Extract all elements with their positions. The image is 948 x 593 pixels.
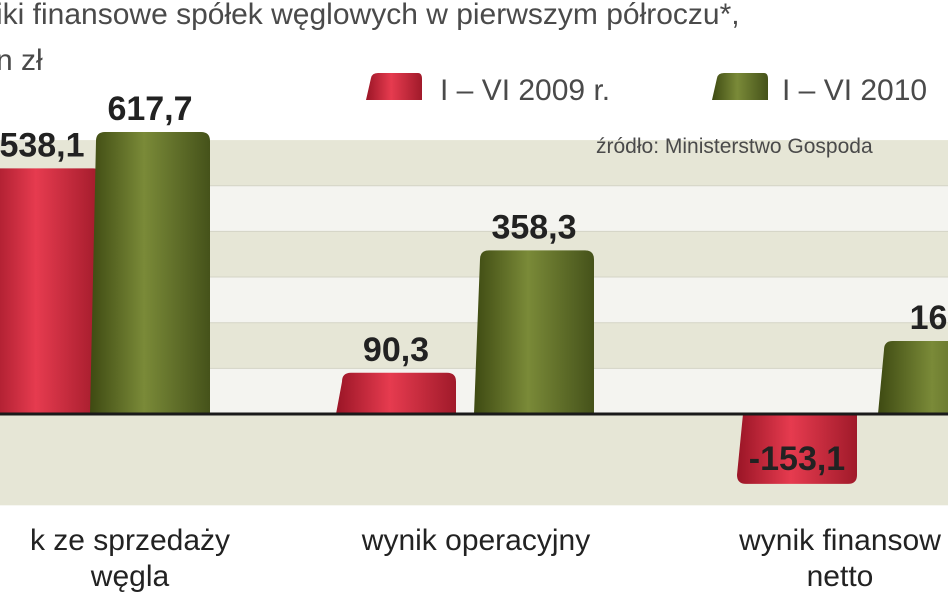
value-label: 358,3	[491, 208, 576, 246]
bar-2010-2	[878, 340, 948, 414]
legend-swatch-2010	[712, 73, 768, 100]
value-label: 160	[910, 299, 948, 337]
bar-2009-2	[737, 414, 857, 484]
value-label: 90,3	[363, 331, 429, 369]
bar-2010-1	[474, 250, 594, 414]
value-label: -153,1	[749, 440, 845, 478]
category-label: wynik operacyjny	[361, 524, 590, 557]
category-label: wynik finansow	[738, 524, 941, 557]
chart-subtitle: n zł	[0, 44, 43, 77]
category-label: k ze sprzedaży	[30, 524, 230, 557]
category-label: węgla	[90, 560, 170, 593]
source-note: źródło: Ministerstwo Gospoda	[596, 135, 873, 158]
legend-swatch-2009	[366, 73, 422, 100]
value-label: 617,7	[107, 90, 192, 128]
value-label: 538,1	[0, 126, 85, 164]
legend-label: I – VI 2009 r.	[440, 74, 610, 107]
chart-title: iki finansowe spółek węglowych w pierwsz…	[0, 0, 740, 31]
bar-2009-0	[0, 168, 102, 414]
category-label: netto	[807, 560, 874, 593]
bar-2009-1	[336, 372, 456, 414]
bar-2010-0	[90, 132, 210, 414]
legend-label: I – VI 2010	[782, 74, 927, 107]
